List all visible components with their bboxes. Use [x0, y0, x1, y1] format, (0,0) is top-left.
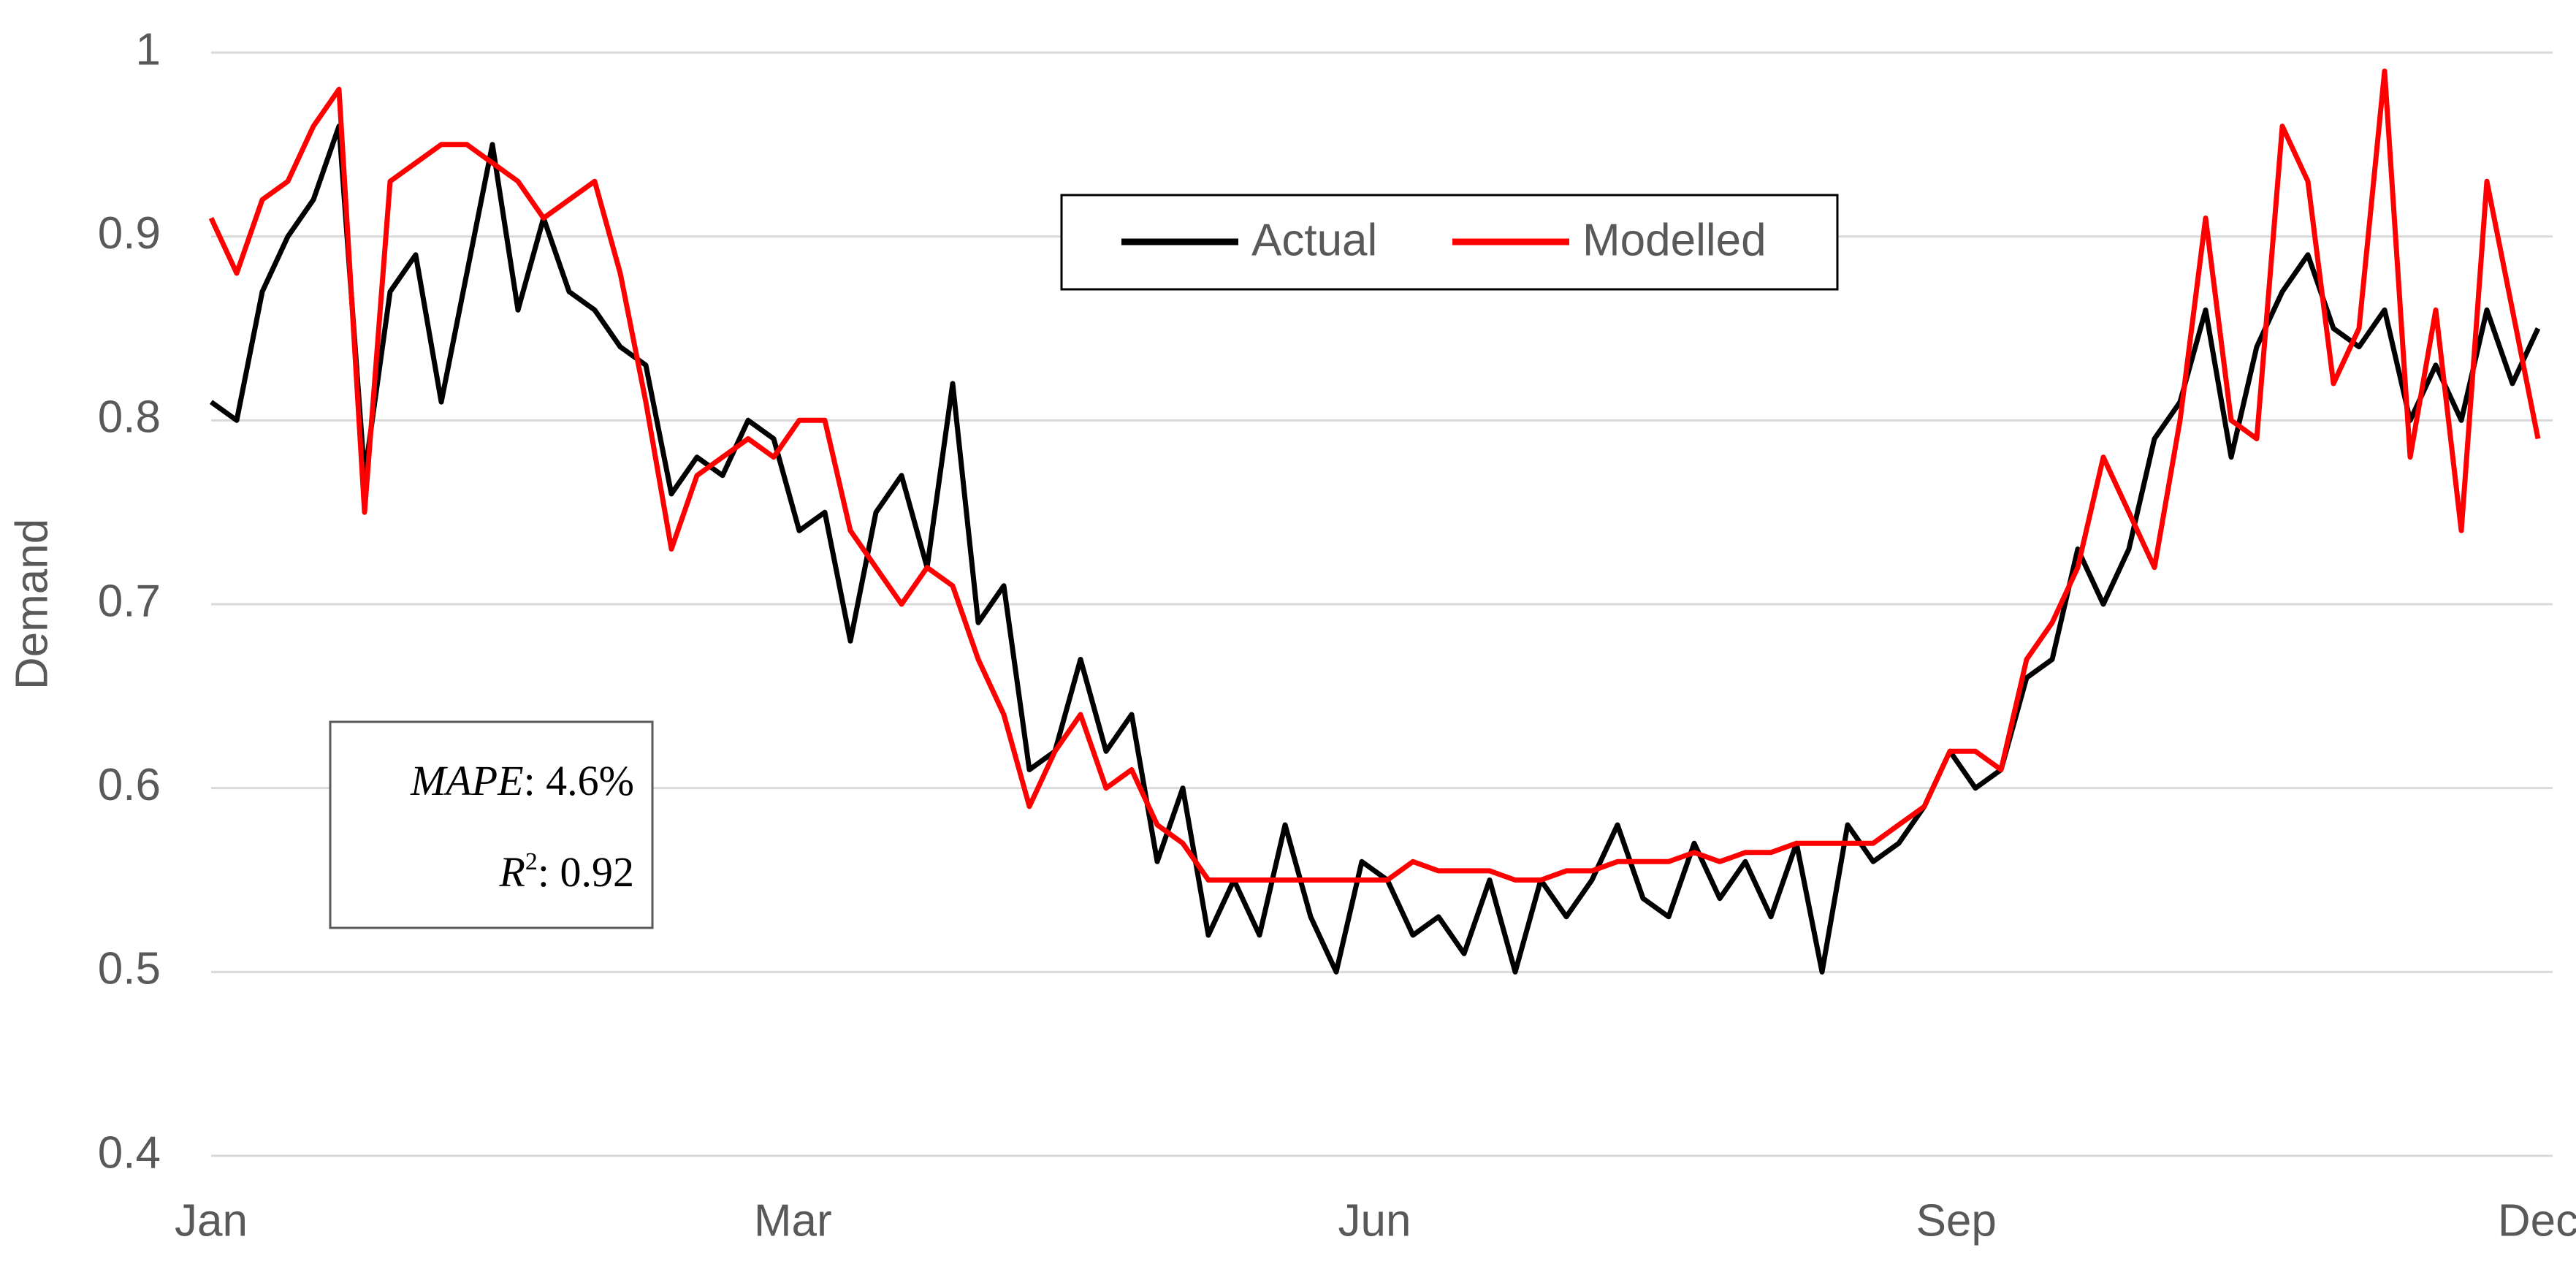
x-tick-label: Dec — [2498, 1195, 2576, 1246]
x-tick-label: Jun — [1338, 1195, 1411, 1246]
legend-label: Actual — [1251, 215, 1377, 265]
lines — [208, 68, 2541, 975]
annotation-mape: MAPE: 4.6% — [410, 757, 634, 804]
y-tick-label: 0.6 — [98, 760, 161, 810]
annotation-value: : 4.6% — [524, 757, 634, 804]
series-line — [208, 68, 2541, 883]
annotation-r2: R2: 0.92 — [498, 848, 634, 896]
y-tick-label: 1 — [136, 24, 161, 75]
legend-label: Modelled — [1582, 215, 1767, 265]
y-axis-label: Demand — [7, 519, 57, 690]
y-tick-label: 0.4 — [98, 1127, 161, 1178]
annotation-term: MAPE — [410, 757, 524, 804]
annotation-value: : 0.92 — [538, 848, 634, 896]
annotation-term: R — [498, 848, 525, 896]
series-line — [209, 123, 2541, 975]
y-tick-label: 0.9 — [98, 208, 161, 259]
x-tick-label: Jan — [175, 1195, 248, 1246]
x-tick-label: Mar — [754, 1195, 832, 1246]
legend: Actual Modelled — [1121, 215, 1767, 265]
y-tick-label: 0.8 — [98, 392, 161, 443]
annotation-superscript: 2 — [525, 848, 538, 875]
x-tick-label: Sep — [1916, 1195, 1997, 1246]
y-tick-label: 0.7 — [98, 576, 161, 626]
y-tick-label: 0.5 — [98, 944, 161, 994]
annotation-box — [329, 720, 654, 929]
